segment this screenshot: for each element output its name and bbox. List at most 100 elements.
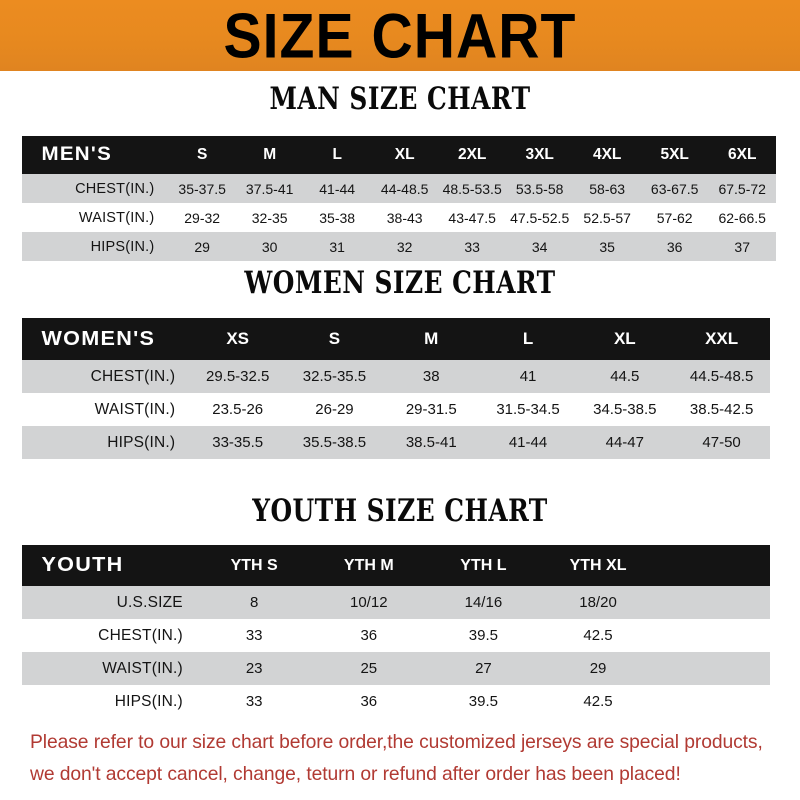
measurement-value: 67.5-72: [708, 174, 776, 203]
measurement-label: U.S.SIZE: [22, 586, 197, 619]
measurement-value: 41-44: [479, 426, 577, 459]
measurement-value: 33: [196, 619, 312, 652]
measurement-value: 38.5-42.5: [673, 393, 770, 426]
measurement-value: 53.5-58: [505, 174, 574, 203]
table-row: HIPS(IN.) 33 36 39.5 42.5: [22, 685, 770, 718]
measurement-value: 38: [382, 360, 480, 393]
size-column-header: XL: [394, 146, 415, 163]
measurement-value: 47.5-52.5: [505, 203, 574, 232]
youth-size-table: YOUTH YTH S YTH M YTH L YTH XL U.S.SIZE 8 10/1…: [22, 545, 770, 718]
size-column-header: 6XL: [727, 146, 757, 163]
measurement-value: 10/12: [311, 586, 427, 619]
size-column-header: XS: [226, 329, 250, 348]
table-row: CHEST(IN.) 35-37.5 37.5-41 41-44 44-48.5 48.5…: [22, 174, 776, 203]
youth-table-body: U.S.SIZE 8 10/12 14/16 18/20 CHEST(IN.) 33 36 39…: [22, 586, 770, 718]
measurement-value: 27: [426, 652, 541, 685]
women-table-body: CHEST(IN.) 29.5-32.5 32.5-35.5 38 41 44.5 44.5…: [22, 360, 770, 459]
empty-cell: [655, 652, 770, 685]
empty-cell: [655, 586, 770, 619]
page-title: SIZE CHART: [223, 0, 577, 71]
measurement-value: 35: [573, 232, 641, 261]
empty-column-header: [655, 545, 770, 586]
measurement-value: 42.5: [540, 685, 656, 718]
table-row: HIPS(IN.) 29 30 31 32 33 34 35 36 37: [22, 232, 776, 261]
size-column-header: L: [522, 329, 534, 348]
table-header-row: MEN'S S M L XL 2XL 3XL 4XL 5XL 6XL: [22, 136, 776, 174]
table-row: WAIST(IN.) 23.5-26 26-29 29-31.5 31.5-34.5 34…: [22, 393, 770, 426]
man-section-title: MAN SIZE CHART: [269, 81, 531, 118]
measurement-value: 29: [540, 652, 656, 685]
measurement-label: HIPS(IN.): [22, 685, 197, 718]
size-column-header: YTH L: [460, 556, 507, 574]
youth-table-head: YOUTH YTH S YTH M YTH L YTH XL: [22, 545, 770, 586]
size-column-header: YTH S: [230, 556, 278, 574]
measurement-value: 38-43: [370, 203, 439, 232]
size-column-header: XL: [613, 329, 636, 348]
table-corner-label: YOUTH: [41, 554, 124, 576]
table-row: WAIST(IN.) 29-32 32-35 35-38 38-43 43-47.5 47.…: [22, 203, 776, 232]
size-column-header: S: [328, 329, 341, 348]
measurement-value: 41: [479, 360, 577, 393]
table-row: U.S.SIZE 8 10/12 14/16 18/20: [22, 586, 770, 619]
measurement-value: 44-47: [576, 426, 674, 459]
measurement-value: 8: [196, 586, 312, 619]
measurement-value: 29-31.5: [382, 393, 480, 426]
man-table-body: CHEST(IN.) 35-37.5 37.5-41 41-44 44-48.5 48.5…: [22, 174, 776, 261]
measurement-value: 29.5-32.5: [189, 360, 287, 393]
measurement-value: 41-44: [303, 174, 371, 203]
women-section-title: WOMEN SIZE CHART: [244, 265, 556, 302]
measurement-value: 32.5-35.5: [286, 360, 383, 393]
measurement-value: 35-37.5: [168, 174, 236, 203]
measurement-value: 36: [311, 619, 427, 652]
measurement-value: 32-35: [235, 203, 304, 232]
size-column-header: XXL: [705, 329, 739, 348]
measurement-value: 52.5-57: [573, 203, 641, 232]
women-size-table: WOMEN'S XS S M L XL XXL CHEST(IN.) 29.5-32.5 32.…: [22, 318, 770, 459]
measurement-value: 44.5-48.5: [673, 360, 770, 393]
measurement-value: 35-38: [303, 203, 371, 232]
disclaimer-line-2: we don't accept cancel, change, teturn o…: [30, 763, 681, 785]
size-column-header: 4XL: [592, 146, 622, 163]
disclaimer-line-1: Please refer to our size chart before or…: [30, 731, 763, 753]
measurement-value: 57-62: [640, 203, 709, 232]
measurement-value: 33-35.5: [189, 426, 287, 459]
measurement-value: 37.5-41: [235, 174, 304, 203]
measurement-value: 39.5: [426, 685, 541, 718]
measurement-label: HIPS(IN.): [22, 232, 169, 261]
size-column-header: M: [424, 329, 439, 348]
size-column-header: 5XL: [660, 146, 689, 163]
measurement-value: 36: [311, 685, 427, 718]
table-row: WAIST(IN.) 23 25 27 29: [22, 652, 770, 685]
measurement-value: 23: [196, 652, 312, 685]
measurement-value: 25: [311, 652, 427, 685]
measurement-label: HIPS(IN.): [22, 426, 190, 459]
measurement-value: 32: [370, 232, 439, 261]
youth-section-title: YOUTH SIZE CHART: [252, 493, 548, 530]
table-row: CHEST(IN.) 29.5-32.5 32.5-35.5 38 41 44.5 44.5…: [22, 360, 770, 393]
measurement-value: 48.5-53.5: [438, 174, 506, 203]
measurement-value: 34.5-38.5: [576, 393, 674, 426]
table-header-row: WOMEN'S XS S M L XL XXL: [22, 318, 770, 360]
size-column-header: YTH M: [343, 556, 394, 574]
measurement-label: CHEST(IN.): [22, 174, 169, 203]
size-column-header: M: [263, 146, 277, 163]
measurement-value: 35.5-38.5: [286, 426, 383, 459]
measurement-value: 39.5: [426, 619, 541, 652]
women-table-head: WOMEN'S XS S M L XL XXL: [22, 318, 770, 360]
measurement-value: 26-29: [286, 393, 383, 426]
measurement-value: 30: [235, 232, 304, 261]
man-size-table: MEN'S S M L XL 2XL 3XL 4XL 5XL 6XL CHEST(IN.) 35-3…: [22, 136, 776, 261]
measurement-value: 29-32: [168, 203, 236, 232]
measurement-label: WAIST(IN.): [22, 393, 190, 426]
empty-cell: [655, 619, 770, 652]
measurement-value: 31: [303, 232, 371, 261]
size-column-header: S: [197, 146, 208, 163]
measurement-value: 33: [438, 232, 506, 261]
measurement-value: 38.5-41: [382, 426, 480, 459]
measurement-value: 47-50: [673, 426, 770, 459]
measurement-label: WAIST(IN.): [22, 652, 197, 685]
page-banner: SIZE CHART: [0, 0, 800, 71]
measurement-value: 34: [505, 232, 574, 261]
disclaimer-note: Please refer to our size chart before or…: [30, 726, 771, 790]
